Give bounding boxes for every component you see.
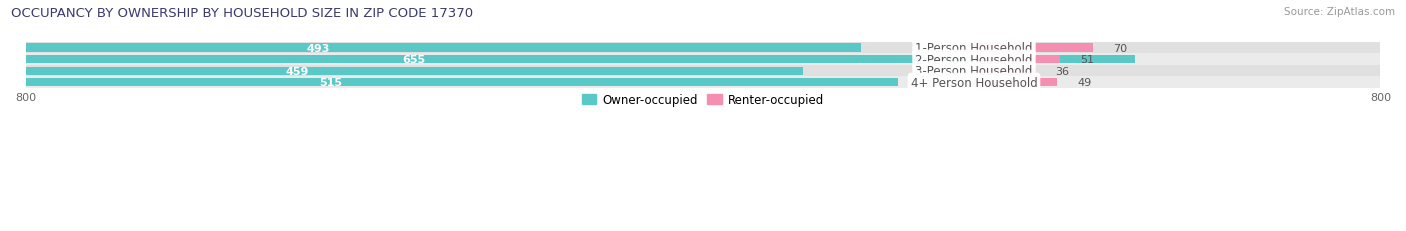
Text: 459: 459 [285, 66, 309, 76]
Bar [25, 66, 1381, 77]
Bar [974, 44, 1092, 52]
Text: 3-Person Household: 3-Person Household [915, 65, 1032, 78]
Text: 4+ Person Household: 4+ Person Household [911, 76, 1038, 89]
Bar [25, 79, 898, 87]
Bar [25, 67, 803, 76]
Text: OCCUPANCY BY OWNERSHIP BY HOUSEHOLD SIZE IN ZIP CODE 17370: OCCUPANCY BY OWNERSHIP BY HOUSEHOLD SIZE… [11, 7, 474, 20]
Bar [25, 44, 860, 52]
Text: 36: 36 [1056, 66, 1070, 76]
Bar [25, 77, 1381, 88]
Text: 2-Person Household: 2-Person Household [915, 53, 1033, 66]
Text: 493: 493 [307, 43, 329, 53]
Bar [25, 43, 1381, 54]
Text: Source: ZipAtlas.com: Source: ZipAtlas.com [1284, 7, 1395, 17]
Text: 655: 655 [402, 55, 426, 65]
Bar [25, 56, 1135, 64]
Text: 70: 70 [1114, 43, 1128, 53]
Bar [974, 56, 1060, 64]
Bar [25, 54, 1381, 66]
Text: 515: 515 [319, 78, 342, 88]
Bar [974, 67, 1035, 76]
Bar [974, 79, 1057, 87]
Text: 1-Person Household: 1-Person Household [915, 42, 1033, 55]
Legend: Owner-occupied, Renter-occupied: Owner-occupied, Renter-occupied [578, 89, 828, 111]
Text: 49: 49 [1077, 78, 1091, 88]
Text: 51: 51 [1081, 55, 1095, 65]
